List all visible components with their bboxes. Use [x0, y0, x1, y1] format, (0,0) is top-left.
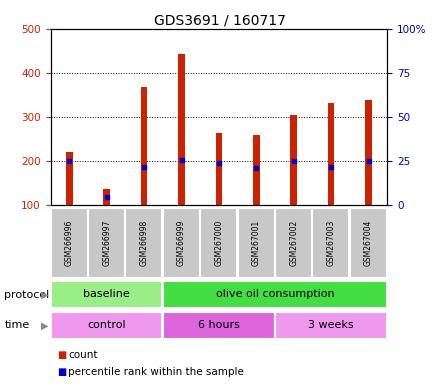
Point	[290, 158, 297, 164]
Text: protocol: protocol	[4, 290, 50, 300]
Text: control: control	[88, 320, 126, 330]
Bar	[275, 312, 387, 339]
Text: 3 weeks: 3 weeks	[308, 320, 354, 330]
Text: GSM266998: GSM266998	[139, 219, 149, 266]
Point	[66, 158, 73, 164]
Text: GSM267004: GSM267004	[364, 219, 373, 266]
Text: baseline: baseline	[83, 289, 130, 299]
Point	[327, 164, 335, 170]
Bar	[141, 87, 147, 205]
Bar	[163, 281, 387, 308]
Bar	[312, 208, 349, 278]
Bar	[365, 100, 372, 205]
Bar	[163, 312, 275, 339]
Bar	[178, 54, 185, 205]
Text: GSM266996: GSM266996	[65, 219, 74, 266]
Bar	[103, 189, 110, 205]
Bar	[66, 152, 73, 205]
Point	[178, 156, 185, 162]
Bar	[88, 208, 125, 278]
Text: GSM267001: GSM267001	[252, 219, 261, 266]
Bar	[238, 208, 275, 278]
Text: olive oil consumption: olive oil consumption	[216, 289, 334, 299]
Text: ▶: ▶	[41, 320, 48, 331]
Text: GSM267003: GSM267003	[326, 219, 336, 266]
Bar	[216, 134, 222, 205]
Text: GSM267002: GSM267002	[289, 219, 298, 266]
Bar	[125, 208, 162, 278]
Bar	[163, 208, 200, 278]
Text: GDS3691 / 160717: GDS3691 / 160717	[154, 13, 286, 27]
Bar	[350, 208, 387, 278]
Point	[103, 194, 110, 200]
Bar	[275, 208, 312, 278]
Text: ■: ■	[57, 350, 66, 360]
Point	[365, 158, 372, 164]
Bar	[328, 103, 334, 205]
Text: 6 hours: 6 hours	[198, 320, 240, 330]
Bar	[253, 135, 260, 205]
Text: time: time	[4, 320, 29, 331]
Text: GSM267000: GSM267000	[214, 219, 224, 266]
Point	[253, 165, 260, 171]
Bar	[51, 281, 162, 308]
Bar	[200, 208, 237, 278]
Bar	[51, 208, 88, 278]
Bar	[290, 115, 297, 205]
Text: count: count	[68, 350, 98, 360]
Point	[141, 164, 148, 170]
Bar	[51, 312, 162, 339]
Text: ■: ■	[57, 367, 66, 377]
Text: GSM266999: GSM266999	[177, 219, 186, 266]
Text: ▶: ▶	[41, 290, 48, 300]
Point	[216, 160, 222, 166]
Text: percentile rank within the sample: percentile rank within the sample	[68, 367, 244, 377]
Text: GSM266997: GSM266997	[102, 219, 111, 266]
